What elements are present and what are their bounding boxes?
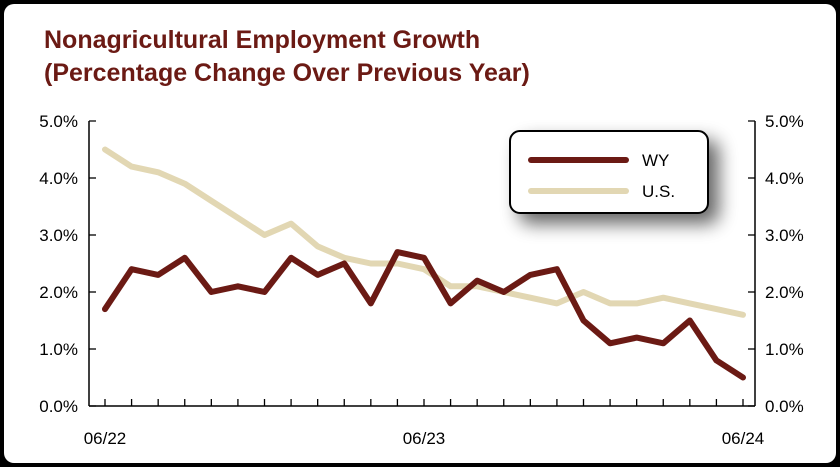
legend-box [509,130,709,214]
chart-subtitle: (Percentage Change Over Previous Year) [44,59,530,87]
y-tick-label-right: 4.0% [765,169,804,188]
y-tick-label-left: 5.0% [39,112,78,131]
x-tick-marks [104,399,744,406]
y-tick-label-left: 4.0% [39,169,78,188]
left-y-tick-labels: 0.0% 1.0% 2.0% 3.0% 4.0% 5.0% [39,112,78,416]
x-tick-labels: 06/22 06/23 06/24 [84,429,765,448]
y-tick-label-right: 2.0% [765,283,804,302]
chart-title-block: Nonagricultural Employment Growth (Perce… [44,24,530,90]
legend-label-wy: WY [642,151,669,170]
y-tick-label-right: 5.0% [765,112,804,131]
y-tick-label-left: 3.0% [39,226,78,245]
y-tick-label-left: 0.0% [39,397,78,416]
chart-frame: Nonagricultural Employment Growth (Perce… [4,4,836,463]
axes [88,121,756,407]
series-lines [102,146,746,381]
x-tick-label: 06/23 [403,429,446,448]
y-tick-label-right: 0.0% [765,397,804,416]
legend-label-us: U.S. [642,182,675,201]
y-tick-label-right: 3.0% [765,226,804,245]
series-line-us [102,146,746,318]
y-tick-label-left: 1.0% [39,340,78,359]
x-tick-label: 06/24 [722,429,765,448]
y-tick-label-left: 2.0% [39,283,78,302]
y-tick-marks [89,120,755,407]
line-chart: 0.0% 1.0% 2.0% 3.0% 4.0% 5.0% 0.0% 1.0% 2.0% 3.0… [39,112,804,448]
x-tick-label: 06/22 [84,429,127,448]
chart-title: Nonagricultural Employment Growth [44,26,481,54]
legend: WY U.S. [509,130,709,214]
y-tick-label-right: 1.0% [765,340,804,359]
right-y-tick-labels: 0.0% 1.0% 2.0% 3.0% 4.0% 5.0% [765,112,804,416]
series-line-wy [102,249,746,381]
